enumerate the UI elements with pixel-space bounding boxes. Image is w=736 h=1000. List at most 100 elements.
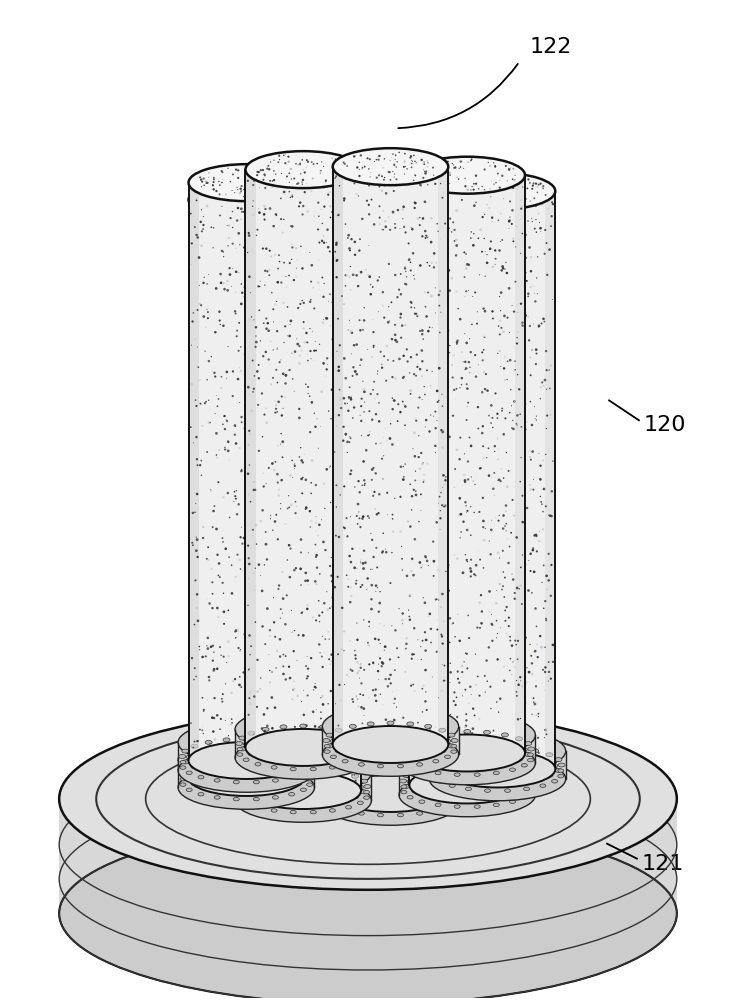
Point xyxy=(279,697,291,713)
Point xyxy=(247,187,259,203)
Point xyxy=(440,639,452,655)
Point xyxy=(194,372,205,388)
Point xyxy=(484,591,495,607)
Point xyxy=(238,348,250,364)
Point xyxy=(496,435,508,451)
Point xyxy=(464,291,475,307)
Point xyxy=(319,710,330,726)
Point xyxy=(382,678,394,694)
Point xyxy=(329,170,341,186)
Point xyxy=(414,210,425,226)
Point xyxy=(245,290,257,306)
Ellipse shape xyxy=(364,747,369,751)
Polygon shape xyxy=(235,773,372,800)
Point xyxy=(479,303,491,319)
Point xyxy=(347,696,359,712)
Point xyxy=(316,512,328,528)
Point xyxy=(436,592,447,608)
Point xyxy=(461,320,473,336)
Point xyxy=(418,422,430,438)
Point xyxy=(353,602,364,618)
Point xyxy=(339,522,351,538)
Ellipse shape xyxy=(322,782,459,825)
Point xyxy=(461,411,473,427)
Point xyxy=(291,688,303,704)
Ellipse shape xyxy=(307,766,313,769)
Point xyxy=(415,474,427,490)
Point xyxy=(200,398,212,414)
Point xyxy=(200,643,212,659)
Point xyxy=(368,215,380,231)
Point xyxy=(447,461,459,477)
Point xyxy=(229,427,241,443)
Point xyxy=(191,600,203,616)
Point xyxy=(224,510,236,526)
Point xyxy=(333,402,345,418)
Ellipse shape xyxy=(412,769,419,773)
Point xyxy=(424,205,436,221)
Point xyxy=(280,704,291,720)
Point xyxy=(505,651,517,667)
Point xyxy=(509,591,520,607)
Point xyxy=(262,566,274,582)
Point xyxy=(279,761,291,777)
Ellipse shape xyxy=(403,774,410,778)
Point xyxy=(489,242,501,258)
Point xyxy=(520,630,532,646)
Point xyxy=(426,431,438,447)
Point xyxy=(345,159,357,175)
Point xyxy=(339,478,350,494)
Point xyxy=(364,749,376,765)
Point xyxy=(405,294,417,310)
Point xyxy=(392,649,404,665)
Point xyxy=(255,497,267,513)
Point xyxy=(195,717,207,733)
Point xyxy=(520,227,531,243)
Point xyxy=(306,207,318,223)
Point xyxy=(526,342,538,358)
Point xyxy=(439,664,450,680)
Point xyxy=(450,300,461,316)
Point xyxy=(461,202,473,218)
Point xyxy=(480,729,492,745)
Point xyxy=(337,571,349,587)
Point xyxy=(373,393,385,409)
Point xyxy=(438,185,450,201)
Point xyxy=(320,763,332,779)
Point xyxy=(491,335,503,351)
Point xyxy=(298,583,310,599)
Point xyxy=(415,560,427,576)
Point xyxy=(191,398,202,414)
Point xyxy=(264,202,276,218)
Point xyxy=(263,509,275,525)
Point xyxy=(454,198,466,214)
Point xyxy=(222,427,233,443)
Point xyxy=(277,352,289,368)
Point xyxy=(504,196,516,212)
Point xyxy=(526,249,537,265)
Point xyxy=(251,699,263,715)
Point xyxy=(464,178,476,194)
Point xyxy=(499,602,511,618)
Point xyxy=(417,633,428,649)
Point xyxy=(541,568,553,584)
Point xyxy=(467,366,479,382)
Point xyxy=(446,217,458,233)
Point xyxy=(319,273,330,289)
Point xyxy=(471,185,483,201)
Point xyxy=(203,669,215,685)
Point xyxy=(437,473,449,489)
Point xyxy=(316,154,328,170)
Point xyxy=(465,152,477,168)
Point xyxy=(351,186,363,202)
Ellipse shape xyxy=(300,759,307,763)
Ellipse shape xyxy=(407,755,414,759)
Point xyxy=(534,471,546,487)
Point xyxy=(333,382,345,398)
Point xyxy=(456,481,467,497)
Point xyxy=(490,440,502,456)
Point xyxy=(417,228,428,244)
Point xyxy=(453,451,465,467)
Ellipse shape xyxy=(433,768,440,772)
Point xyxy=(258,197,269,213)
